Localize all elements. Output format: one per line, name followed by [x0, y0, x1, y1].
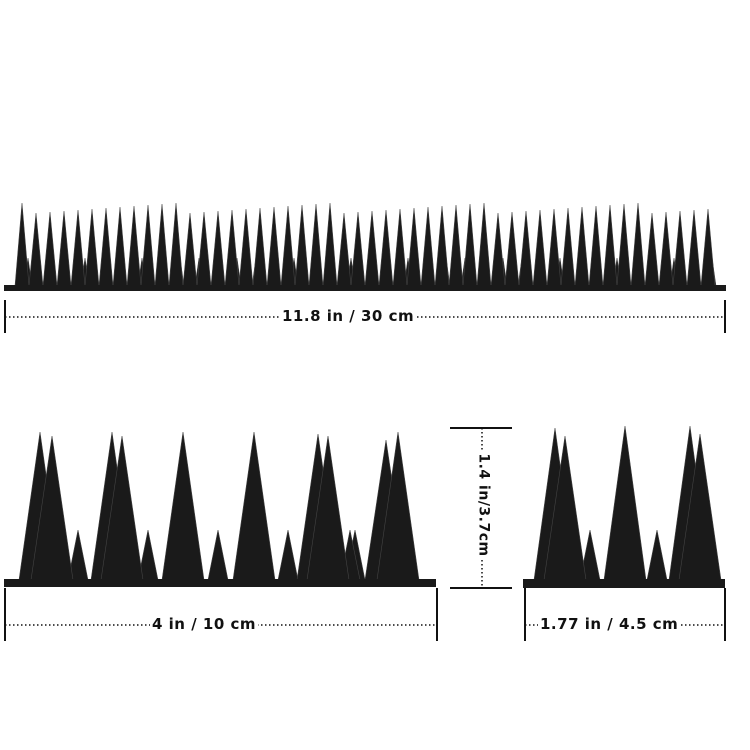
spike: [504, 211, 520, 287]
spike: [84, 208, 100, 287]
short-spike: [277, 529, 299, 581]
spike: [490, 212, 506, 287]
spike: [420, 206, 436, 287]
spike: [658, 211, 674, 287]
spike: [14, 202, 30, 287]
spike: [532, 209, 548, 287]
spike: [140, 204, 156, 287]
height-label: 1.4 in/3.7cm: [475, 451, 492, 559]
spike: [574, 206, 590, 287]
spike: [434, 205, 450, 287]
spike: [336, 212, 352, 287]
spike: [266, 206, 282, 287]
short-spike: [646, 529, 668, 581]
spike-base: [4, 579, 436, 587]
spike-base: [523, 579, 725, 588]
spike: [462, 203, 478, 287]
spike: [232, 431, 276, 581]
spike: [56, 210, 72, 287]
spike-base: [4, 285, 726, 291]
spike: [42, 211, 58, 287]
spike: [546, 208, 562, 287]
spike: [686, 209, 702, 287]
spike: [588, 205, 604, 287]
spike: [126, 205, 142, 287]
section-width-label: 4 in / 10 cm: [150, 615, 259, 633]
spike: [280, 205, 296, 287]
spike: [518, 210, 534, 287]
spike: [161, 431, 205, 581]
spike: [322, 202, 338, 287]
spike: [392, 208, 408, 287]
spike: [350, 211, 366, 287]
spike: [28, 212, 44, 287]
spike: [560, 207, 576, 287]
spike: [644, 212, 660, 287]
spike: [378, 209, 394, 287]
spike: [70, 209, 86, 287]
short-spike: [207, 529, 229, 581]
spike: [182, 212, 198, 287]
spike: [294, 204, 310, 287]
spike: [308, 203, 324, 287]
spike: [224, 209, 240, 287]
spike: [154, 203, 170, 287]
spike: [364, 210, 380, 287]
spike: [602, 204, 618, 287]
spike: [112, 206, 128, 287]
length-label: 11.8 in / 30 cm: [280, 307, 417, 325]
spike: [476, 202, 492, 287]
spike: [210, 210, 226, 287]
spike: [630, 202, 646, 287]
spike: [616, 203, 632, 287]
spike: [448, 204, 464, 287]
spike: [406, 207, 422, 287]
spike: [98, 207, 114, 287]
spike: [672, 210, 688, 287]
spike: [603, 425, 647, 581]
spike: [238, 208, 254, 287]
depth-label: 1.77 in / 4.5 cm: [538, 615, 681, 633]
spike: [700, 208, 716, 287]
spike: [196, 211, 212, 287]
spike: [168, 202, 184, 287]
spike: [252, 207, 268, 287]
